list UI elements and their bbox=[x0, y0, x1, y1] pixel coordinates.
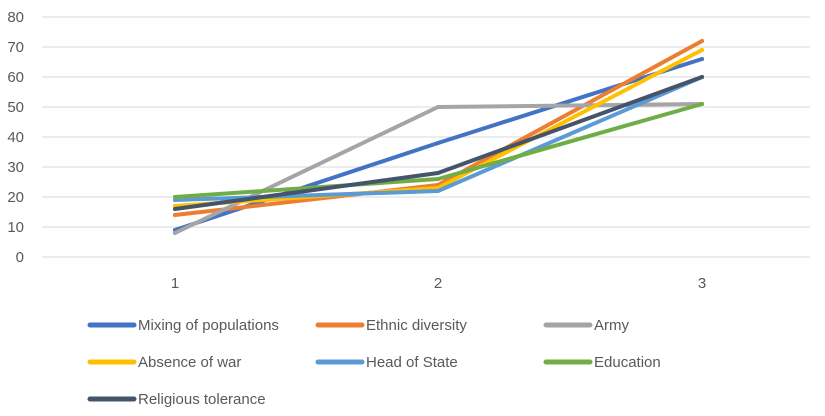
legend-item[interactable]: Ethnic diversity bbox=[315, 317, 467, 334]
legend-item[interactable]: Head of State bbox=[315, 354, 458, 371]
y-tick-label: 50 bbox=[7, 99, 24, 116]
legend-label: Religious tolerance bbox=[138, 391, 266, 408]
legend-item[interactable]: Army bbox=[543, 317, 629, 334]
data-point bbox=[173, 195, 177, 199]
series-army bbox=[173, 102, 704, 235]
gridlines bbox=[42, 16, 810, 258]
data-point bbox=[700, 57, 704, 61]
y-tick-label: 0 bbox=[16, 249, 24, 266]
data-point bbox=[173, 198, 177, 202]
legend-label: Mixing of populations bbox=[138, 317, 279, 334]
y-tick-label: 80 bbox=[7, 9, 24, 26]
data-point bbox=[173, 207, 177, 211]
x-tick-label: 3 bbox=[698, 275, 706, 292]
data-point bbox=[436, 171, 440, 175]
series-religious-tolerance bbox=[173, 75, 704, 211]
y-tick-label: 60 bbox=[7, 69, 24, 86]
data-point bbox=[436, 177, 440, 181]
legend-item[interactable]: Religious tolerance bbox=[87, 391, 266, 408]
x-tick-label: 1 bbox=[171, 275, 179, 292]
y-tick-label: 70 bbox=[7, 39, 24, 56]
data-point bbox=[436, 105, 440, 109]
y-tick-label: 20 bbox=[7, 189, 24, 206]
axis-labels: 0 10 20 30 40 50 60 70 80 1 2 3 bbox=[7, 9, 706, 292]
legend: Mixing of populations Ethnic diversity Arm… bbox=[87, 317, 661, 408]
series-line bbox=[173, 75, 704, 202]
series-education bbox=[173, 102, 704, 199]
data-point bbox=[173, 231, 177, 235]
legend-label: Education bbox=[594, 354, 661, 371]
legend-item[interactable]: Mixing of populations bbox=[87, 317, 279, 334]
data-point bbox=[700, 48, 704, 52]
y-tick-label: 10 bbox=[7, 219, 24, 236]
series-lines bbox=[173, 39, 704, 235]
data-point bbox=[700, 39, 704, 43]
data-point bbox=[436, 141, 440, 145]
y-tick-label: 30 bbox=[7, 159, 24, 176]
legend-item[interactable]: Absence of war bbox=[87, 354, 241, 371]
data-point bbox=[436, 189, 440, 193]
legend-label: Absence of war bbox=[138, 354, 241, 371]
data-point bbox=[700, 75, 704, 79]
y-tick-label: 40 bbox=[7, 129, 24, 146]
legend-label: Army bbox=[594, 317, 629, 334]
data-point bbox=[173, 213, 177, 217]
legend-label: Head of State bbox=[366, 354, 458, 371]
x-tick-label: 2 bbox=[434, 275, 442, 292]
legend-item[interactable]: Education bbox=[543, 354, 661, 371]
series-ethnic-diversity bbox=[173, 39, 704, 217]
data-point bbox=[700, 102, 704, 106]
legend-label: Ethnic diversity bbox=[366, 317, 467, 334]
series-line bbox=[173, 102, 704, 235]
